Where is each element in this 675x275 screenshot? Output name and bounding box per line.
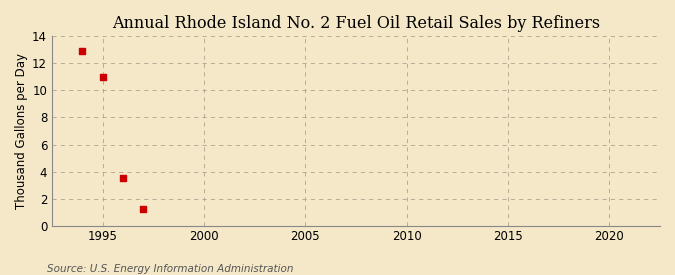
Point <box>117 176 128 180</box>
Point <box>138 207 148 212</box>
Y-axis label: Thousand Gallons per Day: Thousand Gallons per Day <box>15 53 28 209</box>
Point <box>77 49 88 53</box>
Title: Annual Rhode Island No. 2 Fuel Oil Retail Sales by Refiners: Annual Rhode Island No. 2 Fuel Oil Retai… <box>112 15 600 32</box>
Text: Source: U.S. Energy Information Administration: Source: U.S. Energy Information Administ… <box>47 264 294 274</box>
Point <box>97 75 108 79</box>
